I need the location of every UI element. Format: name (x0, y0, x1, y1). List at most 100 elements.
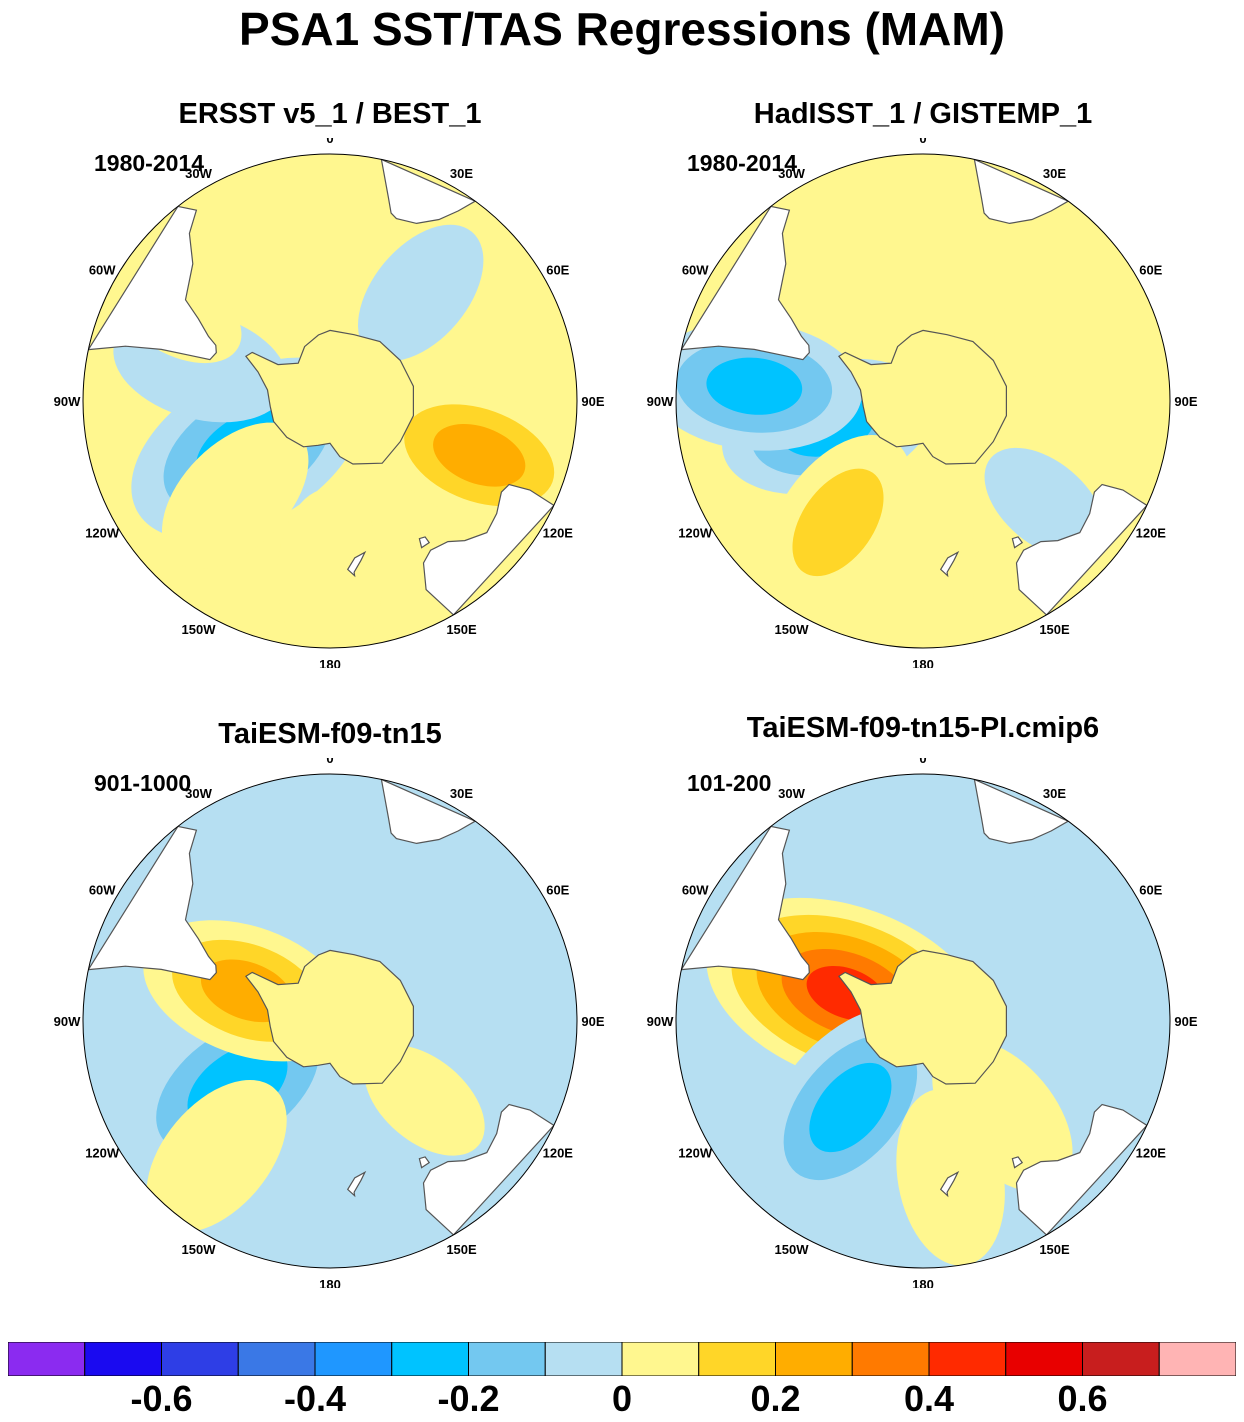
polar-map: 0 30E 60E 90E 120E 150E 180 150W 120W 90W 60W 30W (54, 758, 605, 1288)
colorbar-swatch (161, 1342, 239, 1376)
colorbar-tick-label: -0.6 (130, 1378, 193, 1419)
longitude-label: 60E (546, 263, 569, 278)
longitude-label: 150E (1039, 1242, 1070, 1257)
land-mass (418, 536, 431, 549)
colorbar-tick-label: 0 (611, 1378, 633, 1419)
longitude-label: 30E (450, 786, 473, 801)
land-mass (973, 778, 1070, 845)
longitude-label: 30W (185, 166, 212, 181)
anomaly-contour (870, 481, 976, 648)
panel-title: ERSST v5_1 / BEST_1 (178, 98, 482, 130)
colorbar-tick-label: -0.2 (437, 1378, 500, 1419)
colorbar-tick-label: 0.2 (750, 1378, 801, 1419)
longitude-label: 0 (326, 758, 333, 766)
map-field (676, 774, 1170, 1268)
anomaly-contour (792, 468, 884, 577)
land-mass (939, 1170, 960, 1198)
longitude-label: 180 (319, 1277, 341, 1288)
longitude-label: 0 (919, 758, 926, 766)
anomaly-contour (277, 488, 383, 648)
colorbar (8, 1342, 1236, 1376)
longitude-label: 60W (682, 883, 709, 898)
longitude-label: 60E (546, 883, 569, 898)
longitude-label: 120E (543, 526, 574, 541)
longitude-label: 120E (543, 1146, 574, 1161)
colorbar-swatch (237, 1342, 316, 1376)
map-panel-taiesm: TaiESM-f09-tn15 0 30E 60E 90E 120E 150E 180 150… (50, 718, 610, 1288)
colorbar-swatch (1082, 1342, 1160, 1376)
land-mass (680, 825, 810, 981)
antarctica (838, 949, 1007, 1085)
longitude-label: 180 (912, 1277, 934, 1288)
polar-map: 0 30E 60E 90E 120E 150E 180 150W 120W 90W 60W 30W (54, 138, 605, 668)
longitude-label: 30W (778, 166, 805, 181)
land-mass (973, 158, 1070, 225)
longitude-label: 150W (182, 622, 217, 637)
main-title: PSA1 SST/TAS Regressions (MAM) (239, 3, 1005, 55)
colorbar-swatch (851, 1342, 930, 1376)
land-mass (418, 1156, 431, 1169)
land-mass (87, 825, 217, 981)
land-mass (346, 550, 367, 578)
colorbar-swatch (391, 1342, 469, 1376)
land-mass (87, 205, 217, 361)
longitude-label: 150W (182, 1242, 217, 1257)
longitude-label: 90E (1174, 394, 1197, 409)
period-label: 901-1000 (94, 770, 192, 796)
longitude-label: 150W (775, 622, 810, 637)
longitude-label: 90W (647, 1014, 674, 1029)
map-border (675, 773, 1171, 1269)
antarctica (245, 949, 414, 1085)
longitude-label: 60E (1139, 883, 1162, 898)
map-field (83, 774, 577, 1268)
land-mass (680, 205, 810, 361)
anomaly-contour (809, 1062, 892, 1153)
land-mass (1011, 1156, 1024, 1169)
colorbar-swatch (468, 1342, 546, 1376)
colorbar-swatch (698, 1342, 776, 1376)
panel-title: HadISST_1 / GISTEMP_1 (753, 98, 1093, 130)
anomaly-contour (706, 357, 803, 415)
longitude-label: 150E (446, 1242, 477, 1257)
longitude-label: 150E (1039, 622, 1070, 637)
longitude-label: 120W (85, 1146, 120, 1161)
longitude-label: 30E (450, 166, 473, 181)
longitude-label: 150W (775, 1242, 810, 1257)
anomaly-contour (994, 248, 1158, 377)
longitude-label: 0 (919, 138, 926, 146)
anomaly-contour (364, 1045, 485, 1156)
longitude-label: 120W (678, 526, 713, 541)
colorbar-swatch (1005, 1342, 1083, 1376)
colorbar-tick-label: 0.4 (903, 1378, 955, 1419)
antarctica (838, 329, 1007, 465)
anomaly-contour (357, 224, 484, 362)
anomaly-contour (161, 422, 309, 570)
longitude-label: 30W (185, 786, 212, 801)
longitude-label: 30W (778, 786, 805, 801)
longitude-label: 180 (319, 657, 341, 668)
colorbar-swatch (621, 1342, 700, 1376)
longitude-label: 60W (89, 263, 116, 278)
anomaly-contour (433, 423, 526, 487)
colorbar-tick-label: -0.4 (283, 1378, 347, 1419)
colorbar-tick-label: 0.6 (1057, 1378, 1108, 1419)
colorbar-swatch (775, 1342, 853, 1376)
land-mass (422, 483, 555, 616)
longitude-label: 60E (1139, 263, 1162, 278)
longitude-label: 30E (1043, 166, 1066, 181)
longitude-label: 90W (54, 1014, 81, 1029)
land-mass (346, 1170, 367, 1198)
longitude-label: 120E (1136, 1146, 1167, 1161)
period-label: 101-200 (687, 770, 772, 796)
longitude-label: 60W (89, 883, 116, 898)
longitude-label: 180 (912, 657, 934, 668)
colorbar-swatch (8, 1342, 86, 1376)
colorbar-swatch (1158, 1342, 1236, 1376)
longitude-label: 120W (85, 526, 120, 541)
map-panel-ersst-best: ERSST v5_1 / BEST_1 0 30E 60E 90E 120E 150E 18… (50, 98, 610, 668)
map-field (83, 154, 577, 648)
polar-map: 0 30E 60E 90E 120E 150E 180 150W 120W 90W 60W 30W (647, 758, 1198, 1288)
colorbar-swatch (544, 1342, 623, 1376)
colorbar-swatch (314, 1342, 393, 1376)
map-panel-hadisst-gistemp: HadISST_1 / GISTEMP_1 0 30E 60E 90E 120E 150E… (643, 98, 1203, 668)
